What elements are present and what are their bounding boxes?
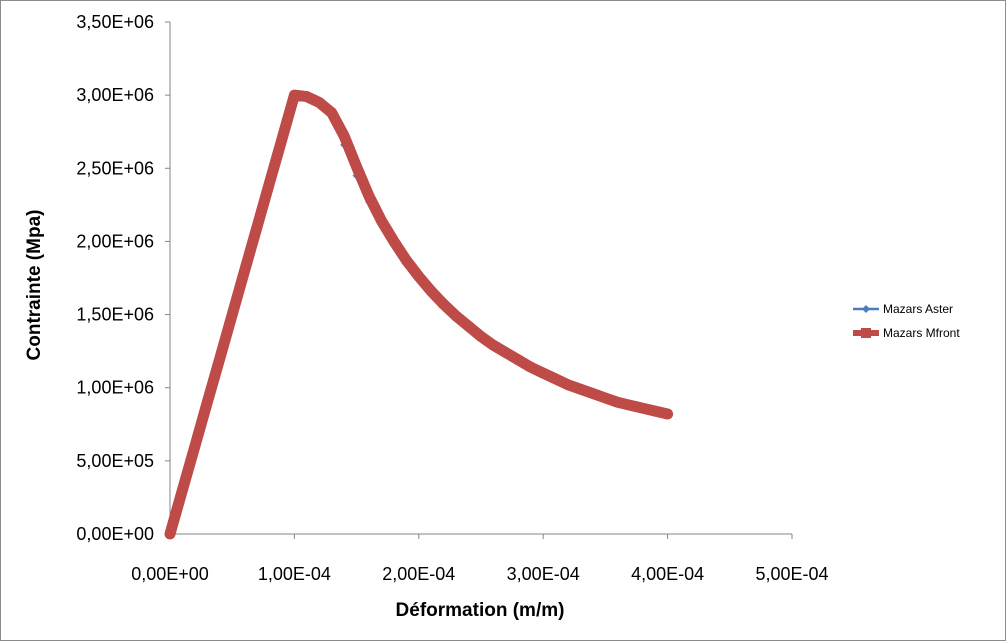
point-mazars-mfront: [638, 404, 647, 413]
point-mazars-mfront: [477, 332, 485, 341]
point-mazars-mfront: [514, 355, 523, 364]
x-tick-label: 3,00E-04: [507, 564, 580, 584]
point-mazars-mfront: [452, 312, 461, 321]
x-tick-label: 1,00E-04: [258, 564, 331, 584]
y-tick-label: 3,00E+06: [76, 85, 154, 105]
point-mazars-mfront: [489, 341, 498, 350]
point-mazars-mfront: [190, 442, 199, 451]
point-mazars-mfront: [203, 398, 212, 407]
point-mazars-mfront: [414, 272, 423, 281]
point-mazars-mfront: [215, 354, 224, 363]
point-mazars-mfront: [576, 385, 585, 394]
y-tick-label: 3,50E+06: [76, 12, 154, 32]
legend-item-mazars-mfront: Mazars Mfront: [853, 326, 960, 340]
y-tick-label: 5,00E+05: [76, 451, 154, 471]
legend-item-mazars-aster: Mazars Aster: [853, 302, 953, 316]
x-tick-label: 5,00E-04: [755, 564, 828, 584]
point-mazars-mfront: [166, 530, 174, 538]
x-tick-label: 2,00E-04: [382, 564, 455, 584]
point-mazars-mfront: [377, 216, 386, 225]
y-tick-label: 2,00E+06: [76, 231, 154, 251]
point-mazars-mfront: [501, 348, 510, 357]
point-mazars-mfront: [526, 363, 535, 372]
series-line-mazars-aster: [168, 93, 670, 536]
point-mazars-mfront: [539, 369, 548, 378]
point-mazars-mfront: [564, 380, 573, 389]
point-mazars-mfront: [265, 178, 274, 187]
y-tick-label: 1,00E+06: [76, 378, 154, 398]
legend-marker-mazars-aster: [862, 305, 870, 313]
point-mazars-mfront: [253, 222, 262, 231]
point-mazars-mfront: [613, 398, 622, 407]
point-mazars-mfront: [439, 300, 448, 309]
point-mazars-mfront: [277, 135, 286, 144]
point-mazars-mfront: [240, 266, 249, 275]
point-mazars-mfront: [389, 237, 398, 246]
point-mazars-mfront: [228, 310, 237, 319]
legend-label-mazars-mfront: Mazars Mfront: [883, 326, 960, 340]
point-mazars-mfront: [302, 92, 311, 101]
y-tick-label: 2,50E+06: [76, 158, 154, 178]
point-mazars-mfront: [365, 192, 374, 201]
point-mazars-mfront: [427, 287, 436, 296]
point-mazars-mfront: [178, 486, 187, 495]
point-mazars-mfront: [290, 91, 299, 100]
y-tick-label: 1,50E+06: [76, 305, 154, 325]
legend-marker-mazars-mfront: [861, 328, 871, 338]
y-tick-label: 0,00E+00: [76, 524, 154, 544]
axes: 0,00E+00 5,00E+05 1,00E+06 1,50E+06 2,00E+06…: [76, 12, 828, 584]
point-mazars-mfront: [588, 389, 597, 398]
x-tick-label: 4,00E-04: [631, 564, 704, 584]
point-mazars-mfront: [601, 393, 610, 402]
point-mazars-mfront: [327, 108, 336, 117]
point-mazars-mfront: [402, 256, 411, 265]
x-axis-title: Déformation (m/m): [396, 600, 565, 621]
point-mazars-mfront: [464, 322, 473, 331]
x-tick-label: 0,00E+00: [131, 564, 209, 584]
point-mazars-mfront: [651, 407, 660, 416]
point-mazars-mfront: [551, 374, 560, 383]
legend: Mazars Aster Mazars Mfront: [853, 302, 960, 340]
legend-label-mazars-aster: Mazars Aster: [883, 302, 953, 316]
series-line-mazars-mfront: [164, 89, 674, 540]
point-mazars-mfront: [626, 401, 635, 410]
series-layer: [164, 89, 674, 540]
y-axis-title: Contrainte (Mpa): [24, 210, 45, 361]
point-mazars-mfront: [663, 410, 672, 419]
point-mazars-mfront: [315, 98, 324, 107]
point-mazars-mfront: [340, 132, 349, 141]
point-mazars-mfront: [352, 162, 361, 171]
